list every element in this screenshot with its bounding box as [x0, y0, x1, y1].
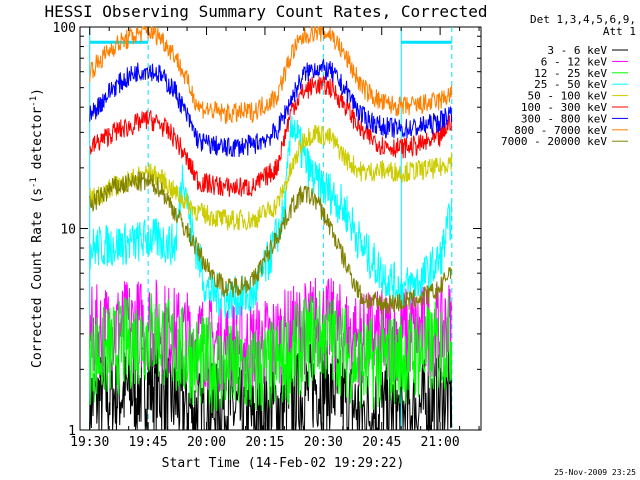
series-layer	[89, 25, 453, 432]
x-axis-label: Start Time (14-Feb-02 19:29:22)	[162, 456, 405, 471]
y-tick-label: 100	[53, 21, 76, 36]
y-axis-label-text: Corrected Count Rate (s	[30, 188, 45, 368]
series-7000-20000-kev	[89, 171, 453, 315]
legend-label-12-25-kev: 12 - 25 keV	[534, 67, 607, 80]
y-axis-label-sup2: -1	[29, 96, 39, 107]
y-axis: 1 10 100	[53, 21, 481, 439]
series-100-300-kev	[89, 75, 453, 197]
x-axis: 19:30 19:45 20:00 20:15 20:30 20:45 21:00	[70, 27, 480, 450]
legend-header-line1: Det 1,3,4,5,6,9,	[530, 13, 636, 26]
y-axis-label-sup1: -1	[29, 177, 39, 188]
series-800-7000-kev	[89, 25, 453, 125]
x-tick-label: 19:45	[129, 435, 168, 450]
legend-header-line2: Att 1	[603, 25, 636, 38]
series-25-50-kev	[89, 115, 453, 320]
timestamp: 25-Nov-2009 23:25	[554, 468, 636, 477]
chart-title: HESSI Observing Summary Count Rates, Cor…	[44, 2, 487, 21]
legend-label-6-12-kev: 6 - 12 keV	[541, 55, 608, 68]
x-tick-label: 21:00	[421, 435, 460, 450]
legend-label-3-6-kev: 3 - 6 keV	[547, 44, 607, 57]
x-tick-label: 20:30	[304, 435, 343, 450]
legend-label-800-7000-kev: 800 - 7000 keV	[514, 124, 607, 137]
y-axis-label-mid: detector	[30, 107, 45, 178]
x-tick-label: 19:30	[70, 435, 109, 450]
series-12-25-kev	[89, 290, 453, 414]
x-tick-label: 20:45	[362, 435, 401, 450]
y-tick-label: 10	[60, 223, 76, 238]
y-tick-label: 1	[68, 424, 76, 439]
legend-label-50-100-kev: 50 - 100 keV	[528, 90, 608, 103]
legend-label-100-300-kev: 100 - 300 keV	[521, 101, 607, 114]
legend-label-25-50-kev: 25 - 50 keV	[534, 78, 607, 91]
y-axis-label: Corrected Count Rate (s-1 detector-1)	[29, 88, 45, 368]
plot-area	[79, 25, 482, 432]
legend-label-300-800-kev: 300 - 800 keV	[521, 112, 607, 125]
y-axis-label-end: )	[30, 88, 45, 96]
x-tick-label: 20:00	[187, 435, 226, 450]
x-tick-label: 20:15	[245, 435, 284, 450]
series-300-800-kev	[89, 59, 453, 158]
legend-label-7000-20000-kev: 7000 - 20000 keV	[501, 135, 607, 148]
